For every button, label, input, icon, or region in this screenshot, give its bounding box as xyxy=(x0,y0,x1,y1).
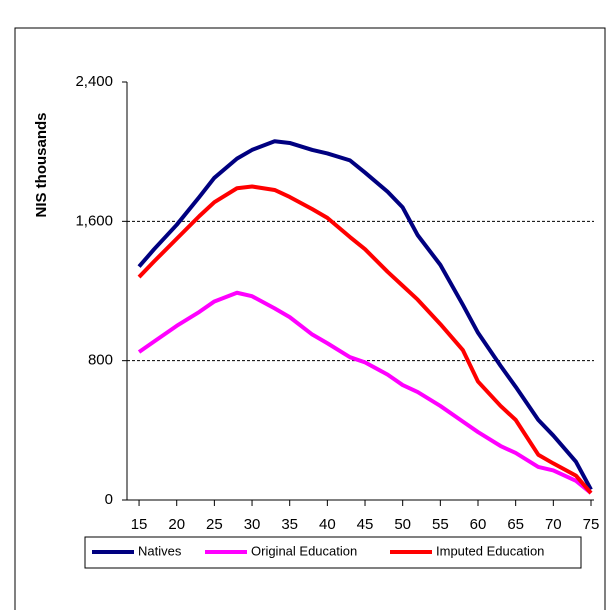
y-axis-label: NIS thousands xyxy=(33,112,50,217)
y-tick-label: 800 xyxy=(88,352,113,369)
series-line xyxy=(137,290,593,495)
x-tick-label: 55 xyxy=(432,516,449,533)
y-tick-label: 0 xyxy=(105,491,113,508)
x-tick-label: 60 xyxy=(470,516,487,533)
chart-frame xyxy=(14,27,606,615)
legend-label: Imputed Education xyxy=(436,543,544,558)
x-tick-label: 65 xyxy=(507,516,524,533)
y-tick-label: 2,400 xyxy=(75,73,113,90)
x-tick-label: 35 xyxy=(281,516,298,533)
series-line xyxy=(137,139,593,491)
x-tick-label: 50 xyxy=(394,516,411,533)
x-tick-label: 75 xyxy=(583,516,600,533)
x-tick-label: 30 xyxy=(244,516,261,533)
series-line xyxy=(137,184,593,495)
legend-box xyxy=(84,536,582,569)
x-tick-label: 20 xyxy=(168,516,185,533)
x-tick-label: 70 xyxy=(545,516,562,533)
x-tick-label: 45 xyxy=(357,516,374,533)
legend-label: Natives xyxy=(138,543,182,558)
x-tick-label: 25 xyxy=(206,516,223,533)
x-tick-label: 15 xyxy=(131,516,148,533)
y-tick-label: 1,600 xyxy=(75,212,113,229)
legend-label: Original Education xyxy=(251,543,357,558)
x-tick-label: 40 xyxy=(319,516,336,533)
